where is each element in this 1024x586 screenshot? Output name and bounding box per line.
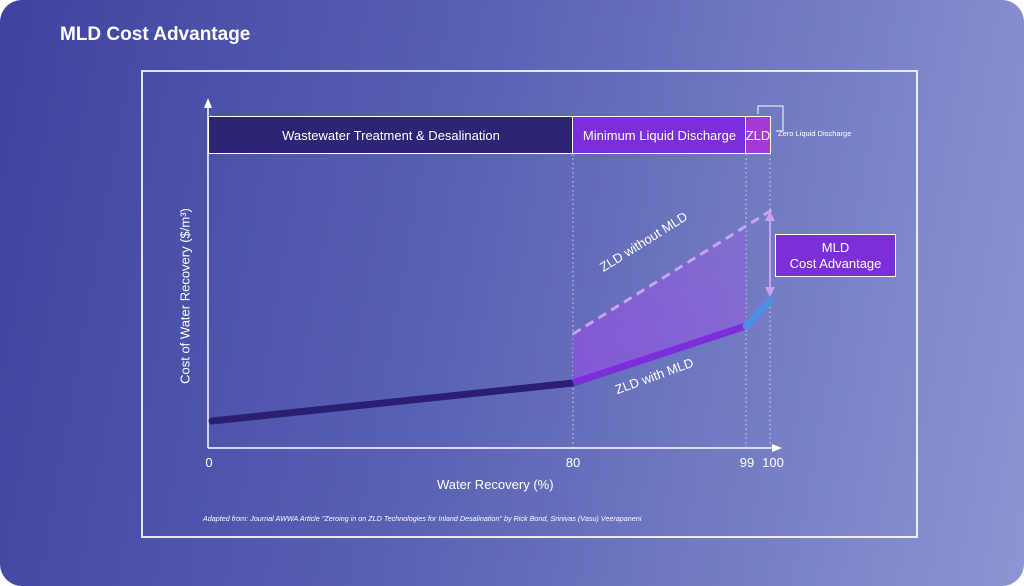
chart-frame [141, 70, 918, 538]
mld-cost-advantage-box: MLD Cost Advantage [775, 234, 896, 277]
x-axis-arrow [772, 444, 782, 452]
band-mld-label: Minimum Liquid Discharge [582, 127, 737, 143]
band-wastewater: Wastewater Treatment & Desalination [208, 116, 574, 154]
advantage-line2: Cost Advantage [789, 255, 882, 271]
y-axis-arrow [204, 98, 212, 108]
advantage-arrow-bottom [765, 287, 775, 297]
advantage-line1: MLD [821, 239, 850, 255]
curve-zld [742, 297, 774, 330]
x-tick-80: 80 [565, 455, 581, 470]
y-axis-label: Cost of Water Recovery ($/m³) [177, 208, 193, 384]
x-tick-100: 100 [762, 455, 784, 470]
advantage-arrow-top [765, 211, 775, 221]
band-wastewater-label: Wastewater Treatment & Desalination [282, 127, 500, 143]
curve-mld [571, 322, 748, 387]
band-zld: ZLD [745, 116, 771, 154]
x-tick-0: 0 [205, 455, 213, 470]
band-mld: Minimum Liquid Discharge [572, 116, 747, 154]
band-zld-label: ZLD [745, 127, 771, 143]
advantage-area [573, 226, 746, 383]
page-title: MLD Cost Advantage [60, 24, 251, 45]
x-axis-label: Water Recovery (%) [437, 477, 554, 492]
x-tick-99: 99 [739, 455, 755, 470]
zld-note: Zero Liquid Discharge [778, 129, 852, 138]
footnote: Adapted from: Journal AWWA Article "Zero… [203, 514, 642, 523]
curve-zld-without-mld [572, 206, 776, 336]
curve-base [208, 379, 577, 425]
zld-bracket [757, 105, 784, 132]
